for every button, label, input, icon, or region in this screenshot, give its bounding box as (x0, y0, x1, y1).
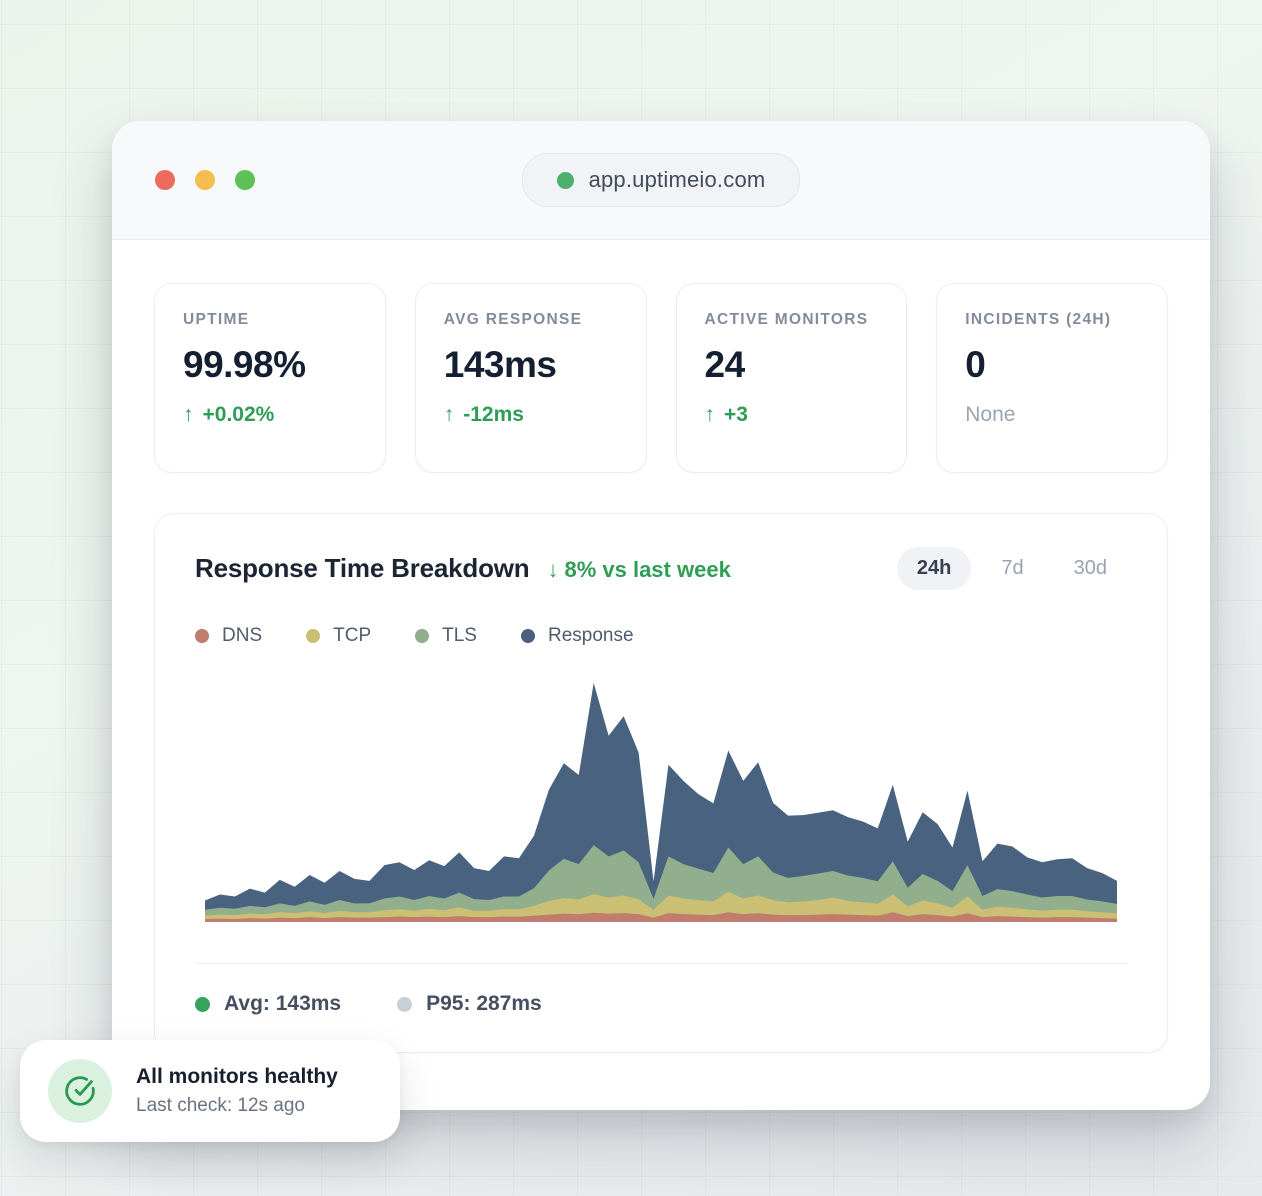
window-controls (155, 170, 255, 190)
footer-stat-avg: Avg: 143ms (195, 992, 341, 1016)
stat-value: 0 (965, 344, 986, 385)
legend-item-tls: TLS (415, 625, 477, 647)
chart-footer-stats: Avg: 143ms P95: 287ms (195, 964, 1127, 1016)
address-bar[interactable]: app.uptimeio.com (521, 153, 801, 207)
stat-label: AVG RESPONSE (443, 311, 583, 328)
legend-item-dns: DNS (195, 625, 262, 647)
chart-title: Response Time Breakdown (195, 553, 530, 583)
stat-value: 24 (704, 344, 746, 385)
legend-dot-icon (520, 629, 535, 643)
trend-up-icon: ↑ (704, 403, 716, 426)
range-tab-30d[interactable]: 30d (1054, 547, 1127, 590)
chart-plot-area (205, 677, 1117, 922)
legend-dot-icon (415, 629, 430, 643)
legend-label: DNS (222, 625, 263, 646)
close-button[interactable] (155, 170, 175, 190)
stat-delta: ↑ -12ms (444, 403, 618, 427)
dashboard-content: UPTIME 99.98% ↑ +0.02% AVG RESPONSE 143ms ↑ -12… (112, 240, 1210, 1053)
zoom-button[interactable] (235, 170, 255, 190)
browser-window: app.uptimeio.com UPTIME 99.98% ↑ +0.02% AVG … (112, 121, 1210, 1110)
area-response (205, 682, 1117, 922)
chart-title-group: Response Time Breakdown ↓ 8% vs last wee… (195, 553, 731, 584)
stats-row: UPTIME 99.98% ↑ +0.02% AVG RESPONSE 143ms ↑ -12… (154, 283, 1168, 473)
trend-text: 8% vs last week (564, 557, 731, 582)
legend-label: TLS (442, 625, 477, 646)
chart-header: Response Time Breakdown ↓ 8% vs last wee… (195, 547, 1127, 590)
stat-delta: ↑ +3 (705, 403, 879, 427)
browser-chrome: app.uptimeio.com (112, 121, 1210, 240)
stat-label: INCIDENTS (24H) (965, 311, 1112, 328)
stat-value: 143ms (443, 344, 557, 385)
stat-delta-text: None (965, 403, 1016, 426)
footer-stat-label: Avg: 143ms (224, 992, 342, 1015)
range-selector: 24h 7d 30d (896, 547, 1127, 590)
trend-up-icon: ↑ (183, 403, 194, 426)
legend-label: Response (547, 625, 634, 646)
check-circle-icon (48, 1059, 112, 1123)
minimize-button[interactable] (195, 170, 215, 190)
stat-delta: ↑ +0.02% (183, 403, 357, 427)
toast-subtitle: Last check: 12s ago (136, 1095, 305, 1116)
legend-label: TCP (333, 625, 372, 646)
toast-title: All monitors healthy (136, 1065, 338, 1088)
legend-dot-icon (306, 629, 321, 643)
footer-stat-label: P95: 287ms (426, 992, 542, 1015)
footer-stat-p95: P95: 287ms (397, 992, 542, 1016)
stat-delta-text: +3 (724, 403, 748, 426)
toast-notification[interactable]: All monitors healthy Last check: 12s ago (20, 1040, 400, 1142)
trend-label: ↓ 8% vs last week (547, 557, 730, 583)
stat-card-avg-response: AVG RESPONSE 143ms ↑ -12ms (414, 283, 647, 473)
legend-item-tcp: TCP (306, 625, 371, 647)
stat-card-active-monitors: ACTIVE MONITORS 24 ↑ +3 (675, 283, 908, 473)
response-time-card: Response Time Breakdown ↓ 8% vs last wee… (154, 513, 1168, 1053)
stat-label: ACTIVE MONITORS (704, 311, 869, 328)
area-dns (205, 912, 1117, 922)
url-text: app.uptimeio.com (588, 167, 766, 192)
trend-up-icon: ↑ (443, 403, 455, 426)
toast-text: All monitors healthy Last check: 12s ago (136, 1065, 338, 1117)
stat-card-incidents-24h: INCIDENTS (24H) 0 None (936, 283, 1168, 473)
chart-footer-divider (195, 963, 1127, 964)
stat-delta: None (965, 403, 1139, 427)
secure-status-dot-icon (556, 171, 574, 189)
legend-dot-icon (195, 629, 209, 643)
stat-value: 99.98% (183, 344, 306, 385)
stat-label: UPTIME (183, 311, 250, 328)
stat-delta-text: -12ms (463, 403, 524, 426)
arrow-down-icon: ↓ (547, 557, 559, 582)
stat-delta-text: +0.02% (202, 403, 275, 426)
stat-card-uptime: UPTIME 99.98% ↑ +0.02% (154, 283, 386, 473)
footer-stat-dot-icon (397, 996, 413, 1012)
legend-item-response: Response (520, 625, 634, 647)
chart-legend: DNS TCP TLS Response (195, 625, 1127, 647)
range-tab-24h[interactable]: 24h (896, 547, 972, 590)
response-time-chart (205, 682, 1117, 922)
range-tab-7d[interactable]: 7d (981, 547, 1043, 590)
footer-stat-dot-icon (195, 996, 210, 1012)
